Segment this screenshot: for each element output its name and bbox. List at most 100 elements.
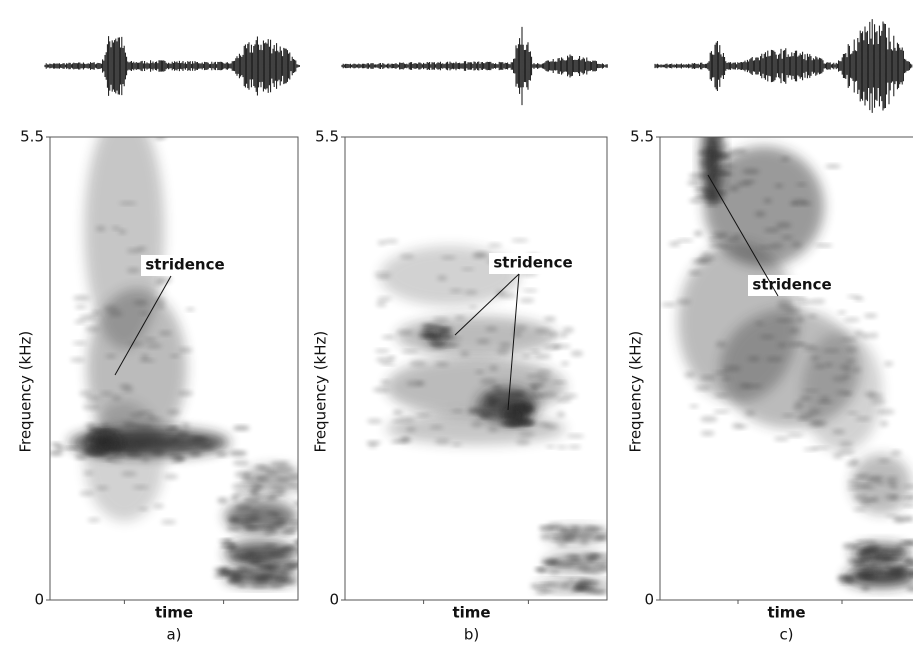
- speckle: [586, 557, 597, 562]
- speckle: [449, 288, 463, 293]
- speckle: [548, 569, 560, 575]
- speckle: [548, 331, 560, 338]
- speckle: [723, 164, 735, 169]
- speckle: [153, 137, 165, 140]
- speckle: [890, 450, 902, 456]
- speckle: [788, 328, 801, 334]
- y-tick-label: 0: [644, 591, 654, 609]
- speckle: [883, 361, 894, 367]
- y-axis-label: Frequency (kHz): [627, 331, 645, 453]
- speckle: [595, 534, 607, 539]
- y-axis-label: Frequency (kHz): [17, 331, 35, 453]
- speckle: [811, 298, 826, 304]
- speckle: [567, 531, 578, 537]
- speckle: [862, 575, 879, 579]
- speckle: [708, 237, 718, 241]
- speckle: [906, 572, 913, 577]
- speckle: [94, 441, 108, 448]
- speckle: [676, 238, 694, 243]
- speckle: [802, 389, 819, 393]
- speckle: [250, 488, 261, 495]
- speckle: [487, 243, 503, 248]
- speckle: [700, 430, 715, 436]
- speckle: [780, 156, 790, 162]
- speckle: [536, 369, 552, 375]
- speckle: [199, 444, 215, 450]
- speckle: [883, 564, 893, 568]
- speckle: [123, 112, 131, 117]
- speckle: [535, 589, 548, 595]
- speckle: [775, 318, 794, 323]
- speckle: [178, 390, 194, 396]
- speckle: [881, 558, 899, 563]
- speckle: [793, 295, 808, 300]
- speckle: [868, 332, 879, 339]
- speckle: [903, 484, 913, 489]
- speckle: [853, 297, 865, 301]
- speckle: [689, 198, 703, 204]
- speckle: [416, 380, 426, 386]
- speckle: [543, 316, 557, 322]
- speckle: [432, 317, 449, 322]
- speckle: [423, 324, 434, 330]
- speckle: [373, 271, 392, 277]
- speckle: [218, 539, 232, 543]
- speckle: [854, 330, 864, 337]
- speckle: [775, 222, 792, 229]
- speckle: [74, 453, 88, 460]
- speckle: [777, 300, 793, 307]
- speckle: [860, 484, 876, 490]
- speckle: [896, 564, 913, 568]
- speckle: [846, 411, 859, 415]
- speckle: [696, 129, 710, 134]
- speckle: [121, 471, 137, 477]
- speckle: [491, 385, 503, 391]
- speckle: [85, 434, 99, 440]
- speckle: [839, 581, 856, 585]
- speckle: [859, 550, 871, 554]
- speckle: [786, 433, 804, 438]
- speckle: [266, 523, 284, 528]
- plot-frame: [49, 136, 299, 601]
- speckle: [267, 550, 285, 557]
- speckle: [451, 409, 464, 413]
- speckle: [852, 367, 862, 373]
- speckle: [877, 408, 895, 415]
- speckle: [861, 586, 870, 591]
- speckle: [569, 560, 583, 564]
- speckle: [230, 495, 240, 501]
- speckle: [399, 254, 415, 259]
- speckle: [230, 555, 240, 560]
- speckle: [401, 437, 412, 444]
- speckle: [461, 267, 475, 271]
- speckle: [838, 575, 851, 581]
- speckle: [496, 348, 510, 355]
- speckle: [263, 543, 278, 548]
- speckle: [718, 113, 728, 117]
- speckle: [604, 530, 607, 535]
- speckle: [710, 132, 723, 136]
- speckle: [392, 419, 402, 423]
- speckle: [284, 545, 296, 549]
- speckle: [906, 585, 913, 592]
- speckle: [100, 391, 114, 396]
- speckle: [167, 409, 181, 415]
- speckle: [220, 544, 237, 548]
- speckle: [375, 301, 387, 307]
- speckle: [123, 449, 139, 455]
- speckle: [380, 362, 396, 366]
- speckle: [853, 494, 869, 501]
- speckle: [516, 439, 531, 446]
- spectrogram-panel: 0 5.5 Frequency (kHz) time b) stridence: [312, 26, 608, 644]
- speckle: [755, 321, 764, 326]
- speckle: [85, 396, 101, 401]
- speckle: [106, 444, 117, 448]
- speckle: [376, 296, 392, 302]
- speckle: [242, 473, 251, 479]
- speckle: [803, 447, 819, 452]
- speckle: [516, 408, 529, 414]
- speckle: [231, 483, 250, 490]
- speckle: [228, 517, 241, 523]
- speckle: [136, 246, 147, 252]
